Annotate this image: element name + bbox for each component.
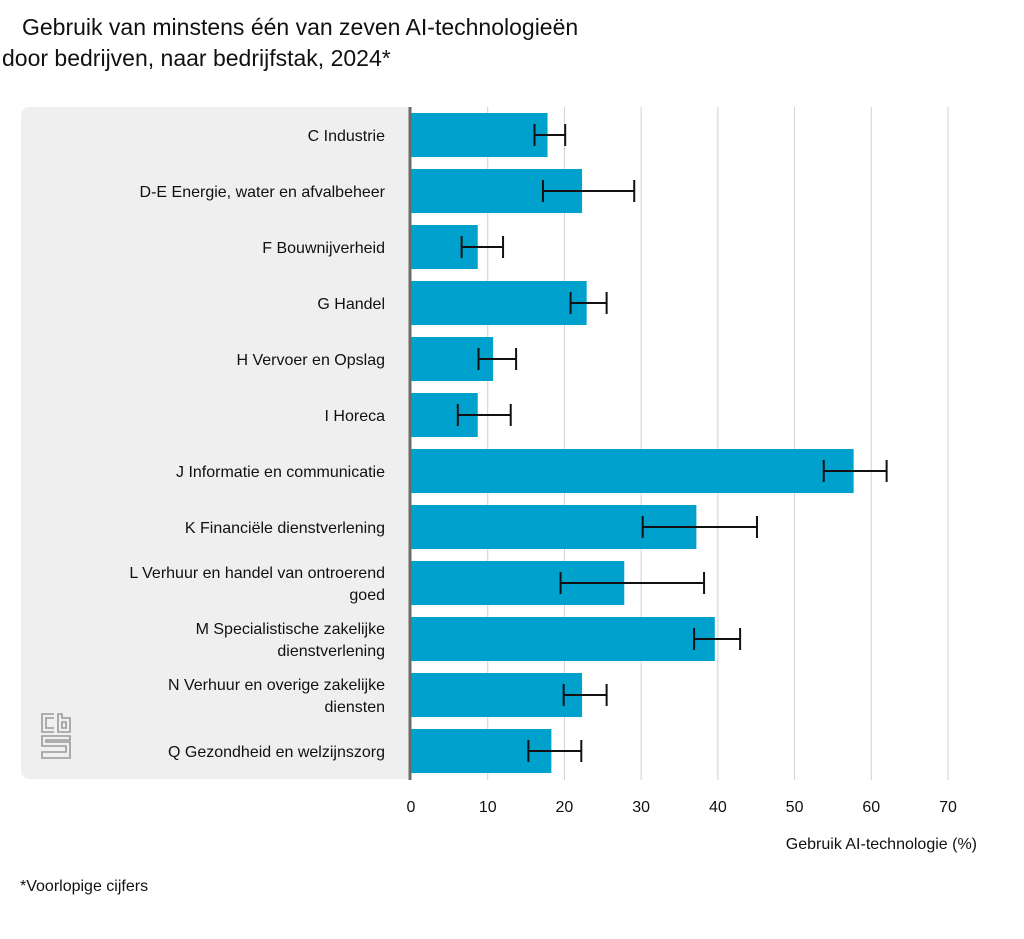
category-label: D-E Energie, water en afvalbeheer	[140, 184, 386, 201]
error-bar	[569, 292, 608, 314]
x-tick-labels: 0 10 20 30 40 50 60 70	[407, 799, 957, 816]
error-bar	[527, 740, 583, 762]
bar	[411, 449, 854, 493]
error-bar	[562, 684, 608, 706]
category-label: dienstverlening	[277, 643, 385, 660]
error-bar	[477, 348, 518, 370]
category-label: J Informatie en communicatie	[176, 464, 385, 481]
bar	[411, 281, 587, 325]
x-tick-label: 30	[632, 799, 650, 816]
category-labels: C Industrie D-E Energie, water en afvalbe…	[129, 128, 385, 761]
chart-title-line-1: Gebruik van minstens één van zeven AI-te…	[22, 14, 579, 40]
x-axis-label: Gebruik AI-technologie (%)	[786, 836, 977, 853]
category-label: G Handel	[317, 296, 385, 313]
error-bars	[456, 124, 888, 762]
x-tick-label: 40	[709, 799, 727, 816]
x-tick-label: 70	[939, 799, 957, 816]
error-bar	[822, 460, 888, 482]
gridlines	[487, 107, 949, 780]
category-label: C Industrie	[308, 128, 385, 145]
category-label-panel	[21, 107, 411, 779]
category-label: N Verhuur en overige zakelijke	[168, 677, 385, 694]
chart-title-line-2: door bedrijven, naar bedrijfstak, 2024*	[2, 45, 391, 71]
bars	[411, 113, 854, 773]
x-tick-label: 20	[556, 799, 574, 816]
error-bar	[559, 572, 706, 594]
bar	[411, 113, 548, 157]
error-bar	[460, 236, 505, 258]
chart-title: Gebruik van minstens één van zeven AI-te…	[0, 12, 760, 74]
cbs-logo-icon	[41, 713, 71, 759]
error-bar	[541, 180, 636, 202]
error-bar	[533, 124, 567, 146]
footnote: *Voorlopige cijfers	[20, 878, 149, 895]
error-bar	[456, 404, 512, 426]
cbs-logo-b	[57, 713, 71, 733]
x-tick-label: 10	[479, 799, 497, 816]
error-bar	[693, 628, 742, 650]
error-bar	[641, 516, 758, 538]
category-label: Q Gezondheid en welzijnszorg	[168, 744, 385, 761]
category-label: F Bouwnijverheid	[262, 240, 385, 257]
category-label: L Verhuur en handel van ontroerend	[129, 565, 385, 582]
x-tick-label: 50	[786, 799, 804, 816]
category-label: H Vervoer en Opslag	[236, 352, 385, 369]
category-label: K Financiële dienstverlening	[185, 520, 385, 537]
bar	[411, 617, 715, 661]
cbs-logo-c	[41, 713, 54, 733]
x-tick-label: 60	[862, 799, 880, 816]
bar	[411, 673, 583, 717]
category-label: M Specialistische zakelijke	[196, 621, 386, 638]
category-label: I Horeca	[325, 408, 386, 425]
cbs-logo-s	[41, 735, 71, 759]
category-label: goed	[349, 587, 385, 604]
x-tick-label: 0	[407, 799, 416, 816]
category-label: diensten	[325, 699, 386, 716]
